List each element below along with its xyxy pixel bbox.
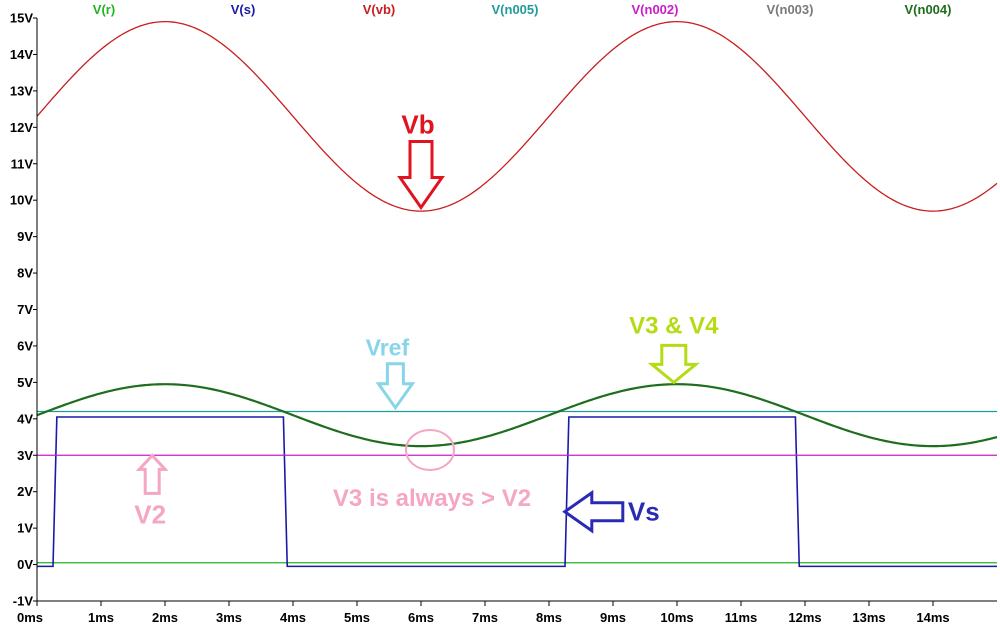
legend-entry-v-n002[interactable]: V(n002): [632, 2, 679, 17]
y-tick-label: 6V: [17, 338, 33, 353]
y-tick-label: 9V: [17, 229, 33, 244]
y-tick-label: 3V: [17, 448, 33, 463]
y-tick-label: 13V: [10, 83, 33, 98]
x-tick-label: 10ms: [660, 610, 693, 625]
annotation-arrow-vref: [375, 362, 416, 411]
series-line-v-vb: [36, 20, 998, 212]
x-tick-label: 2ms: [152, 610, 178, 625]
annotation-arrow-vs: [562, 489, 625, 534]
legend-entry-v-n003[interactable]: V(n003): [767, 2, 814, 17]
plot-area: [37, 18, 997, 601]
annotation-label-vb: Vb: [401, 109, 434, 139]
y-tick-label: 4V: [17, 411, 33, 426]
y-tick-label: 8V: [17, 266, 33, 281]
series-line-v-n004: [36, 383, 998, 448]
annotation-label-v3-is-always-v2: V3 is always > V2: [333, 485, 531, 512]
annotation-label-v2: V2: [134, 499, 166, 529]
x-tick-label: 7ms: [472, 610, 498, 625]
x-tick-label: 1ms: [88, 610, 114, 625]
series-line-v-s: [37, 416, 997, 568]
legend-entry-v-n004[interactable]: V(n004): [905, 2, 952, 17]
annotation-circle: [405, 428, 455, 471]
y-tick-label: 15V: [10, 11, 33, 26]
x-tick-label: 0ms: [17, 610, 43, 625]
x-tick-label: 3ms: [216, 610, 242, 625]
annotation-label-vs: Vs: [628, 497, 660, 527]
x-tick-label: 11ms: [725, 610, 758, 625]
y-tick-label: 7V: [17, 302, 33, 317]
x-tick-label: 14ms: [916, 610, 949, 625]
x-tick-label: 4ms: [280, 610, 306, 625]
x-tick-label: 5ms: [344, 610, 370, 625]
x-tick-label: 13ms: [852, 610, 885, 625]
annotation-label-v3-v4: V3 & V4: [629, 312, 719, 339]
y-tick-label: 0V: [17, 557, 33, 572]
x-tick-label: 6ms: [408, 610, 434, 625]
annotation-arrow-v3-v4: [647, 343, 701, 385]
annotation-label-vref: Vref: [366, 335, 410, 361]
y-tick-label: 10V: [10, 193, 33, 208]
x-tick-label: 12ms: [788, 610, 821, 625]
y-tick-label: 12V: [10, 120, 33, 135]
legend-entry-v-r[interactable]: V(r): [93, 2, 115, 17]
x-tick-label: 9ms: [600, 610, 626, 625]
y-tick-label: 5V: [17, 375, 33, 390]
y-tick-label: 14V: [10, 47, 33, 62]
y-tick-label: 1V: [17, 521, 33, 536]
annotation-arrow-v2: [135, 453, 169, 495]
legend-entry-v-n005[interactable]: V(n005): [492, 2, 539, 17]
y-tick-label: 2V: [17, 484, 33, 499]
y-tick-label: 11V: [11, 156, 34, 171]
legend-entry-v-s[interactable]: V(s): [231, 2, 256, 17]
x-tick-label: 8ms: [536, 610, 562, 625]
annotation-arrow-vb: [397, 139, 445, 211]
legend-entry-v-vb[interactable]: V(vb): [363, 2, 396, 17]
y-tick-label: -1V: [13, 594, 34, 609]
